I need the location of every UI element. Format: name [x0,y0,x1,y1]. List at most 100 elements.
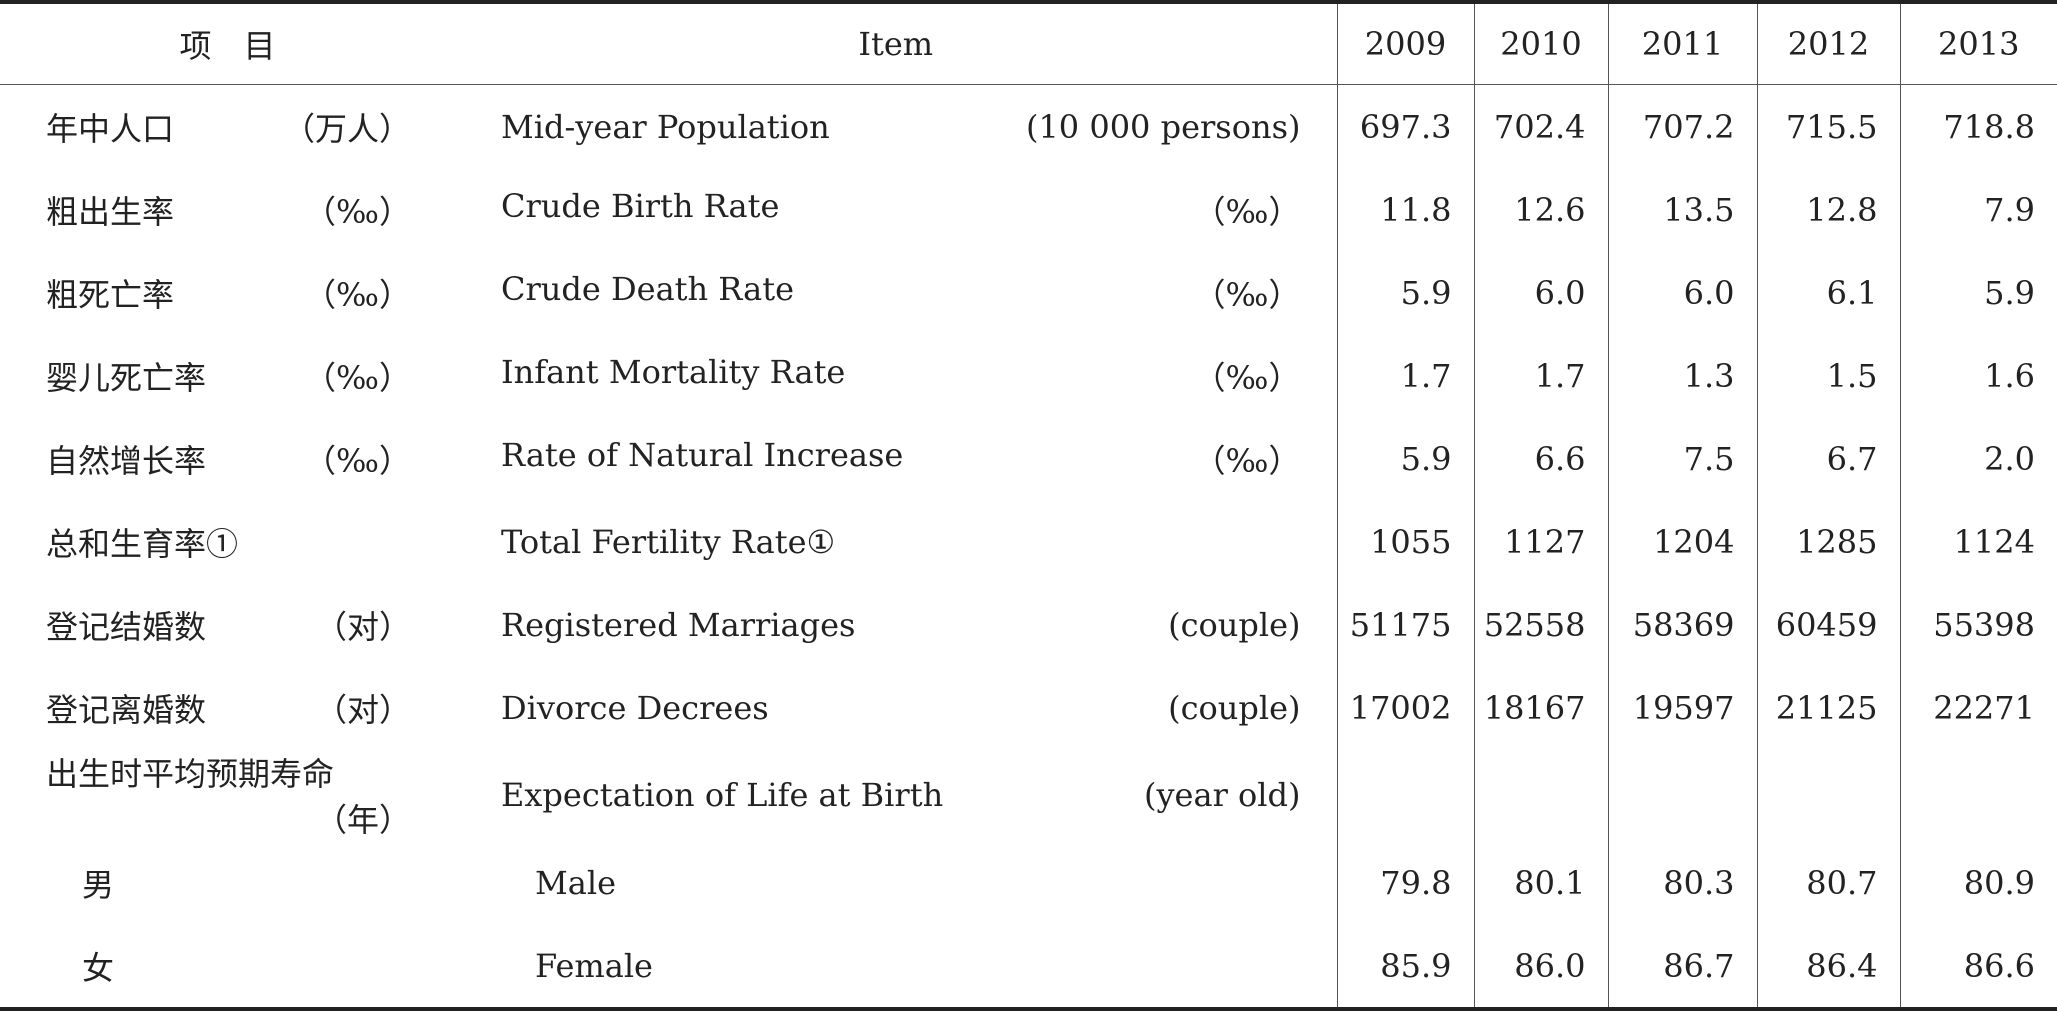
cell-2009: 85.9 [1336,924,1474,1009]
row-unit-en: (10 000 persons) [1025,107,1301,146]
header-year-2013: 2013 [1899,2,2057,85]
row-label-cn: 登记结婚数 [46,607,207,646]
row-label-en: Female [535,946,653,985]
cell-2012: 60459 [1756,583,1900,666]
row-unit-cn: （对） [314,607,411,646]
row-label-cn: 登记离婚数 [46,690,207,729]
cell-2009: 11.8 [1336,168,1474,251]
cell-2010: 12.6 [1473,168,1608,251]
cell-2012: 12.8 [1756,168,1900,251]
cell-2012: 86.4 [1756,924,1900,1009]
header-year-2012: 2012 [1756,2,1900,85]
cell-2010: 86.0 [1473,924,1608,1009]
cell-2009 [1336,749,1474,841]
header-row: 项 目 Item 2009 2010 2011 2012 2013 [0,2,2057,85]
cell-2009: 51175 [1336,583,1474,666]
row-unit-en: （‰） [1193,275,1301,314]
cell-2013: 7.9 [1899,168,2057,251]
cell-2010: 52558 [1473,583,1608,666]
header-item-en: Item [455,2,1337,85]
cell-2010: 1127 [1473,500,1608,583]
row-label-en: Rate of Natural Increase [501,435,904,474]
cell-2012 [1756,749,1900,841]
cell-2012: 6.7 [1756,417,1900,500]
cell-2010: 702.4 [1473,84,1608,168]
row-unit-en: （‰） [1193,441,1301,480]
row-unit-en: (year old) [1143,776,1301,814]
cell-2013: 22271 [1899,666,2057,749]
row-label-cn: 粗出生率 [46,192,175,231]
cell-2011: 6.0 [1607,251,1757,334]
row-unit-en: （‰） [1193,358,1301,397]
row-label-en: Male [535,863,617,902]
cell-2011: 58369 [1607,583,1757,666]
table-row: 自然增长率 （‰） Rate of Natural Increase （‰） 5.9… [0,417,2057,500]
header-year-2011: 2011 [1607,2,1757,85]
cell-2010: 1.7 [1473,334,1608,417]
table-row: 年中人口 （万人） Mid-year Population (10 000 pers… [0,84,2057,168]
row-label-cn: 婴儿死亡率 [46,358,207,397]
cell-2013: 55398 [1899,583,2057,666]
cell-2011 [1607,749,1757,841]
cell-2011: 707.2 [1607,84,1757,168]
cell-2011: 1.3 [1607,334,1757,417]
row-label-cn: 总和生育率① [46,524,239,563]
cell-2012: 80.7 [1756,841,1900,924]
row-label-en: Crude Birth Rate [501,186,780,225]
row-unit-en: （‰） [1193,192,1301,231]
cell-2013: 5.9 [1899,251,2057,334]
row-unit-cn: （‰） [304,441,411,480]
cell-2010: 6.0 [1473,251,1608,334]
header-year-2010: 2010 [1473,2,1608,85]
cell-2012: 1285 [1756,500,1900,583]
row-label-cn: 粗死亡率 [46,275,175,314]
cell-2009: 17002 [1336,666,1474,749]
cell-2009: 1.7 [1336,334,1474,417]
cell-2009: 5.9 [1336,251,1474,334]
cell-2011: 86.7 [1607,924,1757,1009]
row-label-en: Expectation of Life at Birth [501,776,944,814]
cell-2011: 7.5 [1607,417,1757,500]
cell-2012: 1.5 [1756,334,1900,417]
cell-2013: 2.0 [1899,417,2057,500]
cell-2013: 86.6 [1899,924,2057,1009]
row-label-cn: 自然增长率 [46,441,207,480]
cell-2013 [1899,749,2057,841]
cell-2012: 715.5 [1756,84,1900,168]
row-unit-cn: （对） [314,690,411,729]
cell-2010: 80.1 [1473,841,1608,924]
row-label-en: Total Fertility Rate① [501,522,836,561]
row-unit-en: (couple) [1168,605,1301,644]
table-row: 婴儿死亡率 （‰） Infant Mortality Rate （‰） 1.7 1.… [0,334,2057,417]
row-label-cn: 男 [82,865,115,904]
cell-2011: 19597 [1607,666,1757,749]
row-unit-cn: （年） [314,801,411,839]
row-unit-cn: （‰） [304,358,411,397]
row-label-en: Infant Mortality Rate [501,352,846,391]
table-row: 粗死亡率 （‰） Crude Death Rate （‰） 5.9 6.0 6.0 … [0,251,2057,334]
row-label-cn: 年中人口 [46,109,175,148]
cell-2009: 697.3 [1336,84,1474,168]
table-row: 登记结婚数 （对） Registered Marriages (couple) 51… [0,583,2057,666]
row-unit-cn: （万人） [282,109,411,148]
cell-2013: 1124 [1899,500,2057,583]
cell-2013: 80.9 [1899,841,2057,924]
cell-2009: 1055 [1336,500,1474,583]
cell-2011: 13.5 [1607,168,1757,251]
cell-2013: 718.8 [1899,84,2057,168]
row-label-cn: 女 [82,948,115,987]
cell-2010 [1473,749,1608,841]
row-unit-cn: （‰） [304,275,411,314]
cell-2011: 1204 [1607,500,1757,583]
table-row: 女 Female 85.9 86.0 86.7 86.4 86.6 [0,924,2057,1009]
cell-2010: 18167 [1473,666,1608,749]
cell-2011: 80.3 [1607,841,1757,924]
header-item-cn: 项 目 [0,2,455,85]
cell-2009: 79.8 [1336,841,1474,924]
row-unit-cn: （‰） [304,192,411,231]
cell-2012: 6.1 [1756,251,1900,334]
row-label-en: Crude Death Rate [501,269,794,308]
table-row: 总和生育率① Total Fertility Rate① 1055 1127 1… [0,500,2057,583]
table-row: 粗出生率 （‰） Crude Birth Rate （‰） 11.8 12.6 13… [0,168,2057,251]
